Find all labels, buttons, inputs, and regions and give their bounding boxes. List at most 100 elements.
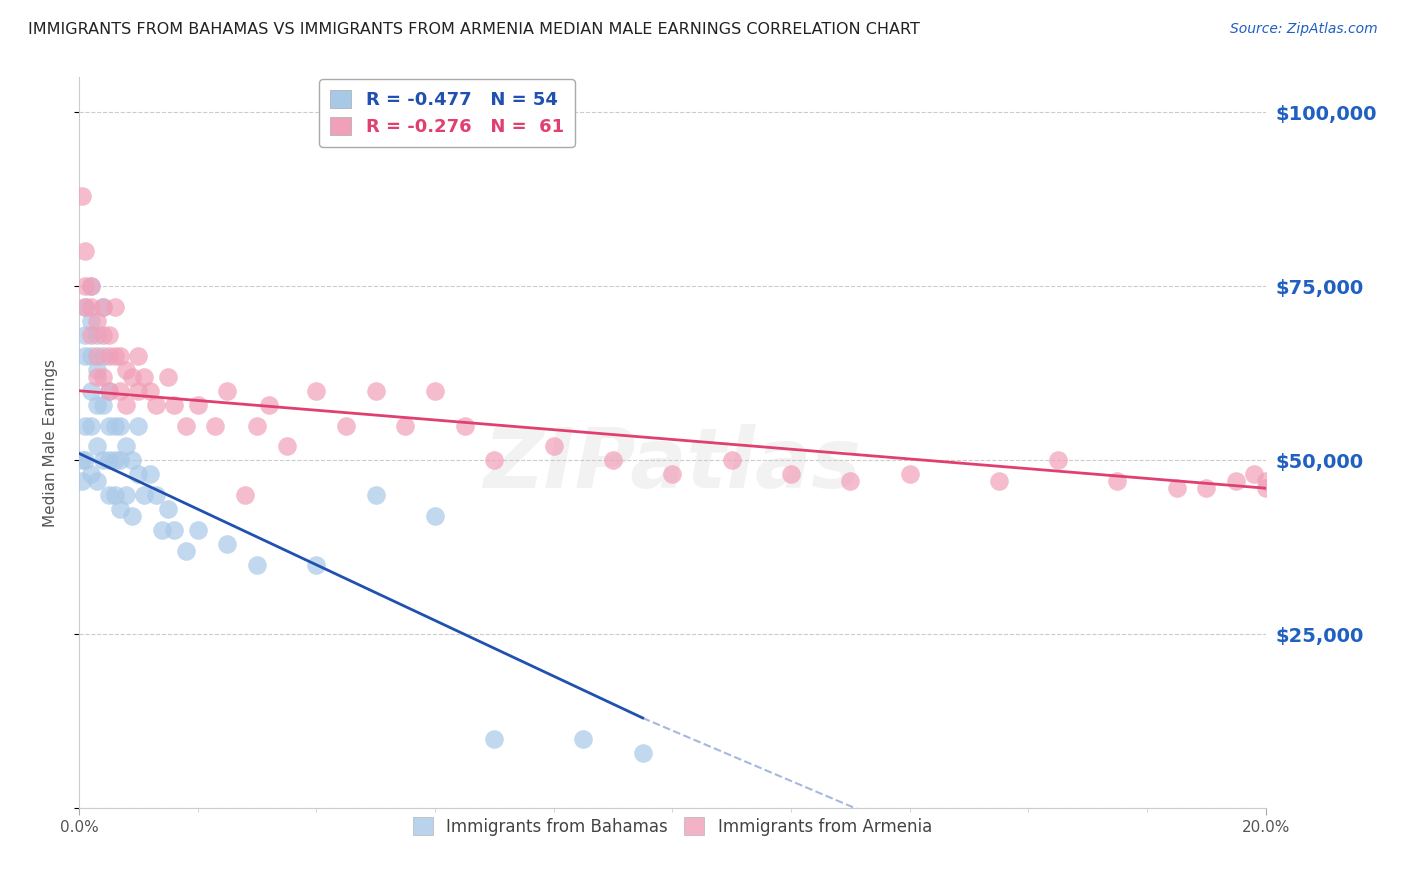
Immigrants from Armenia	[246, 418, 269, 433]
Immigrants from Bahamas	[70, 474, 93, 488]
Immigrants from Armenia	[543, 439, 565, 453]
Immigrants from Bahamas	[134, 488, 156, 502]
Immigrants from Armenia	[987, 474, 1010, 488]
Text: ZIPatlas: ZIPatlas	[484, 425, 862, 506]
Immigrants from Bahamas	[103, 418, 125, 433]
Immigrants from Armenia	[1254, 481, 1277, 495]
Immigrants from Bahamas	[631, 746, 654, 760]
Immigrants from Bahamas	[86, 398, 108, 412]
Immigrants from Armenia	[217, 384, 239, 398]
Immigrants from Bahamas	[423, 509, 446, 524]
Immigrants from Armenia	[233, 488, 256, 502]
Immigrants from Bahamas	[115, 488, 138, 502]
Text: IMMIGRANTS FROM BAHAMAS VS IMMIGRANTS FROM ARMENIA MEDIAN MALE EARNINGS CORRELAT: IMMIGRANTS FROM BAHAMAS VS IMMIGRANTS FR…	[28, 22, 920, 37]
Immigrants from Bahamas	[73, 453, 96, 467]
Immigrants from Bahamas	[139, 467, 162, 482]
Immigrants from Armenia	[1166, 481, 1188, 495]
Immigrants from Armenia	[145, 398, 167, 412]
Immigrants from Bahamas	[150, 523, 173, 537]
Immigrants from Armenia	[1254, 474, 1277, 488]
Immigrants from Armenia	[139, 384, 162, 398]
Immigrants from Bahamas	[80, 279, 103, 293]
Immigrants from Bahamas	[97, 488, 120, 502]
Immigrants from Armenia	[661, 467, 683, 482]
Immigrants from Bahamas	[156, 502, 179, 516]
Immigrants from Armenia	[364, 384, 387, 398]
Immigrants from Armenia	[839, 474, 862, 488]
Immigrants from Bahamas	[572, 731, 595, 746]
Immigrants from Armenia	[80, 279, 103, 293]
Immigrants from Bahamas	[127, 418, 149, 433]
Immigrants from Armenia	[121, 369, 143, 384]
Immigrants from Bahamas	[73, 300, 96, 314]
Immigrants from Armenia	[97, 349, 120, 363]
Immigrants from Bahamas	[80, 314, 103, 328]
Immigrants from Armenia	[127, 349, 149, 363]
Immigrants from Bahamas	[86, 474, 108, 488]
Immigrants from Armenia	[423, 384, 446, 398]
Immigrants from Armenia	[602, 453, 624, 467]
Immigrants from Armenia	[174, 418, 197, 433]
Immigrants from Bahamas	[73, 418, 96, 433]
Immigrants from Bahamas	[121, 509, 143, 524]
Immigrants from Armenia	[1225, 474, 1247, 488]
Immigrants from Bahamas	[86, 439, 108, 453]
Immigrants from Armenia	[484, 453, 506, 467]
Immigrants from Bahamas	[127, 467, 149, 482]
Immigrants from Armenia	[335, 418, 357, 433]
Immigrants from Armenia	[453, 418, 475, 433]
Immigrants from Bahamas	[364, 488, 387, 502]
Immigrants from Armenia	[1243, 467, 1265, 482]
Immigrants from Armenia	[394, 418, 416, 433]
Immigrants from Bahamas	[484, 731, 506, 746]
Immigrants from Armenia	[103, 300, 125, 314]
Immigrants from Bahamas	[121, 453, 143, 467]
Immigrants from Bahamas	[86, 328, 108, 343]
Immigrants from Armenia	[73, 279, 96, 293]
Immigrants from Bahamas	[115, 439, 138, 453]
Immigrants from Armenia	[86, 314, 108, 328]
Y-axis label: Median Male Earnings: Median Male Earnings	[44, 359, 58, 527]
Immigrants from Armenia	[780, 467, 803, 482]
Immigrants from Bahamas	[80, 349, 103, 363]
Immigrants from Armenia	[80, 300, 103, 314]
Immigrants from Armenia	[257, 398, 280, 412]
Immigrants from Bahamas	[110, 418, 132, 433]
Immigrants from Armenia	[97, 384, 120, 398]
Immigrants from Bahamas	[86, 363, 108, 377]
Immigrants from Armenia	[91, 328, 114, 343]
Immigrants from Armenia	[115, 363, 138, 377]
Immigrants from Armenia	[720, 453, 742, 467]
Immigrants from Armenia	[97, 328, 120, 343]
Immigrants from Armenia	[204, 418, 226, 433]
Immigrants from Armenia	[305, 384, 328, 398]
Immigrants from Bahamas	[187, 523, 209, 537]
Immigrants from Bahamas	[145, 488, 167, 502]
Immigrants from Armenia	[127, 384, 149, 398]
Immigrants from Armenia	[103, 349, 125, 363]
Immigrants from Bahamas	[110, 453, 132, 467]
Immigrants from Bahamas	[103, 453, 125, 467]
Immigrants from Bahamas	[80, 418, 103, 433]
Immigrants from Bahamas	[174, 544, 197, 558]
Immigrants from Armenia	[1107, 474, 1129, 488]
Immigrants from Armenia	[187, 398, 209, 412]
Immigrants from Armenia	[898, 467, 921, 482]
Immigrants from Armenia	[110, 384, 132, 398]
Immigrants from Bahamas	[103, 488, 125, 502]
Immigrants from Bahamas	[91, 349, 114, 363]
Immigrants from Armenia	[73, 244, 96, 259]
Immigrants from Armenia	[91, 300, 114, 314]
Immigrants from Armenia	[163, 398, 186, 412]
Immigrants from Bahamas	[70, 453, 93, 467]
Immigrants from Armenia	[91, 369, 114, 384]
Legend: Immigrants from Bahamas, Immigrants from Armenia: Immigrants from Bahamas, Immigrants from…	[405, 809, 941, 844]
Immigrants from Bahamas	[217, 537, 239, 551]
Immigrants from Armenia	[134, 369, 156, 384]
Immigrants from Bahamas	[97, 453, 120, 467]
Immigrants from Armenia	[115, 398, 138, 412]
Immigrants from Armenia	[276, 439, 298, 453]
Immigrants from Bahamas	[73, 328, 96, 343]
Immigrants from Bahamas	[80, 384, 103, 398]
Immigrants from Bahamas	[91, 398, 114, 412]
